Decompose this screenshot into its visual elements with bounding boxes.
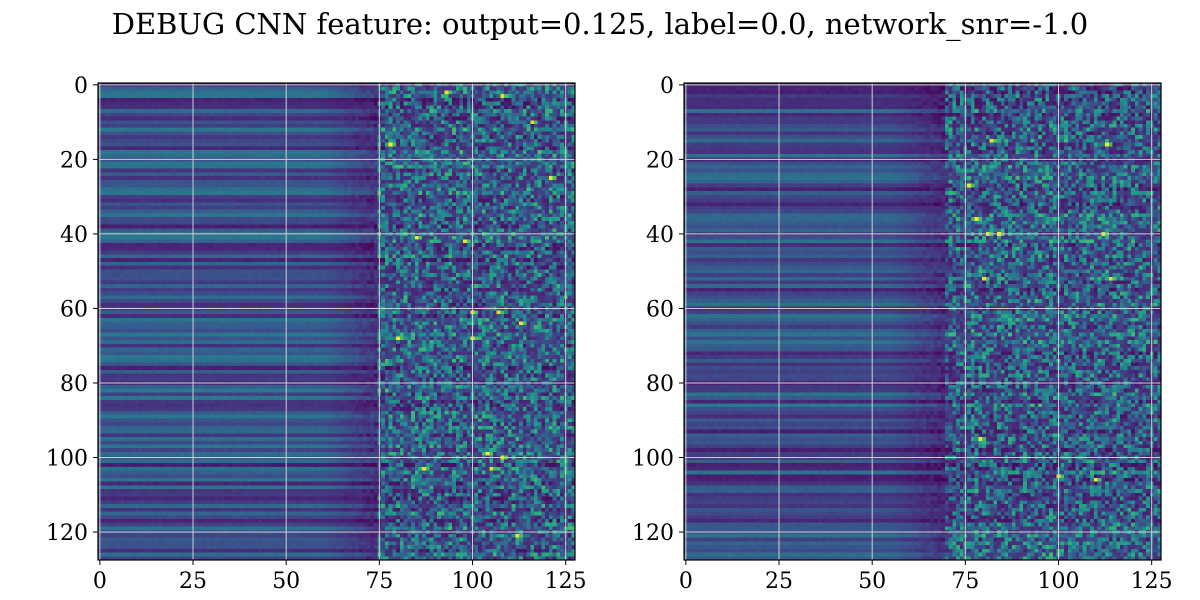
x-tick-label: 50: [272, 569, 300, 594]
y-tick-label: 100: [46, 447, 88, 472]
y-tick-label: 20: [646, 148, 674, 173]
figure-title: DEBUG CNN feature: output=0.125, label=0…: [111, 7, 1089, 41]
heatmap-image-1: [98, 83, 575, 560]
x-tick-label: 75: [365, 569, 393, 594]
y-tick-label: 120: [632, 521, 674, 546]
x-tick-label: 75: [951, 569, 979, 594]
y-tick-label: 60: [60, 297, 88, 322]
x-tick-label: 50: [858, 569, 886, 594]
axes-frame: [97, 82, 576, 561]
x-tick-label: 125: [545, 569, 587, 594]
x-tick-label: 100: [452, 569, 494, 594]
x-tick-label: 25: [179, 569, 207, 594]
y-tick-label: 100: [632, 447, 674, 472]
x-tick-label: 0: [679, 569, 693, 594]
y-tick-label: 0: [74, 74, 88, 99]
y-tick-label: 120: [46, 521, 88, 546]
y-tick-label: 0: [660, 74, 674, 99]
y-tick-label: 40: [646, 223, 674, 248]
heatmap-image-2: [684, 83, 1161, 560]
x-tick-label: 25: [765, 569, 793, 594]
heatmap-panel-2: 0 25 50 75 100 125 0 20 40 60 80 100 120: [632, 74, 1173, 594]
y-tick-label: 20: [60, 148, 88, 173]
x-tick-label: 0: [93, 569, 107, 594]
x-tick-label: 100: [1038, 569, 1080, 594]
y-tick-label: 40: [60, 223, 88, 248]
y-tick-label: 80: [60, 372, 88, 397]
y-tick-label: 60: [646, 297, 674, 322]
heatmap-panel-1: 0 25 50 75 100 125 0 20 40 60 80 100 120: [46, 74, 587, 594]
axes-frame: [683, 82, 1162, 561]
y-tick-label: 80: [646, 372, 674, 397]
x-tick-label: 125: [1131, 569, 1173, 594]
